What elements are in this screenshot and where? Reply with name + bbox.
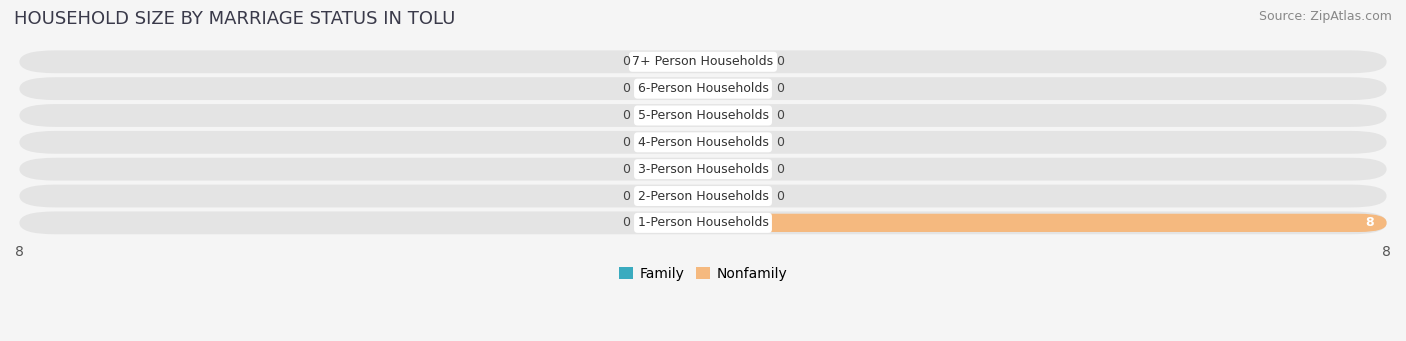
Text: 0: 0: [776, 136, 783, 149]
Text: HOUSEHOLD SIZE BY MARRIAGE STATUS IN TOLU: HOUSEHOLD SIZE BY MARRIAGE STATUS IN TOL…: [14, 10, 456, 28]
FancyBboxPatch shape: [20, 50, 1386, 73]
Text: 0: 0: [776, 190, 783, 203]
FancyBboxPatch shape: [643, 214, 703, 232]
FancyBboxPatch shape: [20, 184, 1386, 207]
FancyBboxPatch shape: [643, 79, 703, 98]
Text: Source: ZipAtlas.com: Source: ZipAtlas.com: [1258, 10, 1392, 23]
Text: 0: 0: [776, 163, 783, 176]
FancyBboxPatch shape: [20, 131, 1386, 154]
FancyBboxPatch shape: [643, 133, 703, 151]
Text: 0: 0: [623, 190, 630, 203]
Text: 2-Person Households: 2-Person Households: [637, 190, 769, 203]
Text: 5-Person Households: 5-Person Households: [637, 109, 769, 122]
Text: 0: 0: [623, 216, 630, 229]
FancyBboxPatch shape: [20, 211, 1386, 234]
FancyBboxPatch shape: [703, 187, 763, 205]
FancyBboxPatch shape: [703, 106, 763, 124]
FancyBboxPatch shape: [643, 187, 703, 205]
FancyBboxPatch shape: [703, 53, 763, 71]
Text: 0: 0: [623, 82, 630, 95]
Legend: Family, Nonfamily: Family, Nonfamily: [613, 261, 793, 286]
Text: 6-Person Households: 6-Person Households: [637, 82, 769, 95]
FancyBboxPatch shape: [643, 53, 703, 71]
Text: 7+ Person Households: 7+ Person Households: [633, 55, 773, 68]
FancyBboxPatch shape: [703, 214, 1386, 232]
Text: 0: 0: [623, 163, 630, 176]
FancyBboxPatch shape: [643, 160, 703, 178]
FancyBboxPatch shape: [20, 104, 1386, 127]
FancyBboxPatch shape: [703, 160, 763, 178]
Text: 0: 0: [776, 82, 783, 95]
Text: 8: 8: [1365, 216, 1374, 229]
Text: 0: 0: [776, 109, 783, 122]
Text: 3-Person Households: 3-Person Households: [637, 163, 769, 176]
FancyBboxPatch shape: [703, 79, 763, 98]
FancyBboxPatch shape: [20, 158, 1386, 181]
Text: 0: 0: [623, 136, 630, 149]
Text: 1-Person Households: 1-Person Households: [637, 216, 769, 229]
Text: 0: 0: [776, 55, 783, 68]
Text: 0: 0: [623, 109, 630, 122]
Text: 0: 0: [623, 55, 630, 68]
FancyBboxPatch shape: [643, 106, 703, 124]
FancyBboxPatch shape: [20, 77, 1386, 100]
Text: 4-Person Households: 4-Person Households: [637, 136, 769, 149]
FancyBboxPatch shape: [703, 133, 763, 151]
